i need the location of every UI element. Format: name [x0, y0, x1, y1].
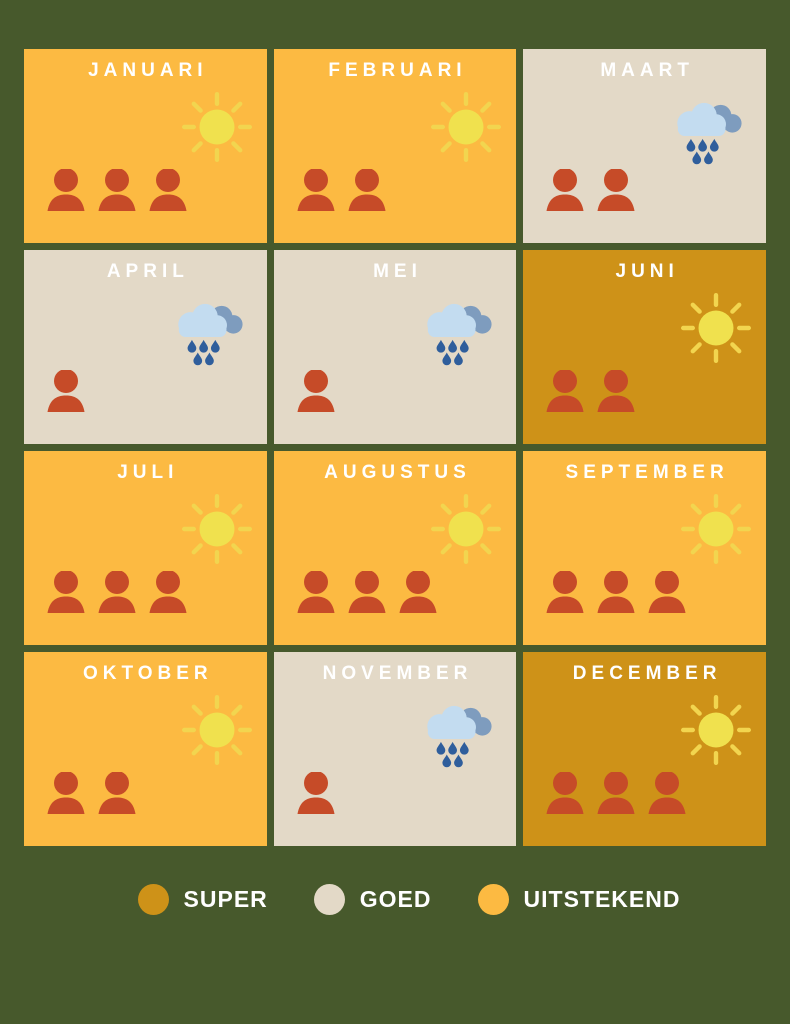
sun-icon [175, 688, 259, 772]
person-icon [95, 772, 139, 814]
people-count-group [44, 169, 190, 211]
people-count-group [543, 571, 689, 613]
person-icon [44, 571, 88, 613]
month-title: FEBRUARI [328, 60, 467, 81]
people-count-group [543, 772, 689, 814]
legend-item-goed: GOED [313, 884, 432, 915]
person-icon [594, 169, 638, 211]
legend-dot-goed [313, 884, 345, 915]
month-cell-april: APRIL [24, 250, 267, 444]
person-icon [44, 169, 88, 211]
legend-dot-uitstekend [477, 884, 509, 915]
month-cell-november: NOVEMBER [273, 652, 517, 846]
month-cell-december: DECEMBER [523, 652, 766, 846]
month-title: AUGUSTUS [324, 462, 471, 483]
person-icon [146, 169, 190, 211]
person-icon [294, 169, 338, 211]
sun-icon [674, 286, 758, 370]
person-icon [345, 169, 389, 211]
month-cell-juli: JULI [24, 451, 267, 645]
legend: SUPER GOED UITSTEKEND [14, 884, 790, 915]
rain-cloud-icon [420, 300, 494, 372]
sun-icon [175, 85, 259, 169]
person-icon [294, 370, 338, 412]
person-icon [95, 571, 139, 613]
month-cell-februari: FEBRUARI [273, 49, 517, 243]
person-icon [543, 169, 587, 211]
month-title: JANUARI [88, 60, 208, 81]
person-icon [44, 772, 88, 814]
person-icon [645, 571, 689, 613]
sun-icon [674, 688, 758, 772]
person-icon [645, 772, 689, 814]
person-icon [146, 571, 190, 613]
month-cell-januari: JANUARI [24, 49, 267, 243]
people-count-group [543, 169, 638, 211]
person-icon [594, 370, 638, 412]
month-cell-september: SEPTEMBER [523, 451, 766, 645]
month-title: NOVEMBER [322, 663, 473, 684]
person-icon [95, 169, 139, 211]
legend-dot-super [137, 884, 169, 915]
legend-item-super: SUPER [137, 884, 268, 915]
people-count-group [44, 370, 88, 412]
person-icon [594, 571, 638, 613]
month-cell-maart: MAART [523, 49, 766, 243]
people-count-group [294, 571, 440, 613]
sun-icon [424, 487, 508, 571]
people-count-group [294, 169, 389, 211]
month-title: APRIL [106, 261, 189, 282]
people-count-group [294, 370, 338, 412]
month-cell-mei: MEI [273, 250, 517, 444]
month-title: JULI [117, 462, 179, 483]
month-title: SEPTEMBER [565, 462, 729, 483]
legend-label-goed: GOED [359, 886, 432, 912]
people-count-group [44, 571, 190, 613]
month-title: MEI [373, 261, 422, 282]
people-count-group [44, 772, 139, 814]
month-title: DECEMBER [572, 663, 722, 684]
rain-cloud-icon [670, 99, 744, 171]
month-cell-juni: JUNI [523, 250, 766, 444]
month-title: OKTOBER [82, 663, 213, 684]
sun-icon [424, 85, 508, 169]
people-count-group [543, 370, 638, 412]
month-title: JUNI [615, 261, 679, 282]
person-icon [345, 571, 389, 613]
legend-label-uitstekend: UITSTEKEND [523, 886, 681, 912]
person-icon [44, 370, 88, 412]
month-title: MAART [600, 60, 694, 81]
sun-icon [674, 487, 758, 571]
person-icon [594, 772, 638, 814]
person-icon [543, 370, 587, 412]
sun-icon [175, 487, 259, 571]
people-count-group [294, 772, 338, 814]
person-icon [294, 571, 338, 613]
month-cell-augustus: AUGUSTUS [273, 451, 517, 645]
legend-item-uitstekend: UITSTEKEND [477, 884, 681, 915]
person-icon [294, 772, 338, 814]
person-icon [543, 571, 587, 613]
months-grid: JANUARI FEBRUARI MAART APRIL MEI JUNI JULI AUGU… [24, 49, 766, 846]
legend-label-super: SUPER [183, 886, 268, 912]
person-icon [543, 772, 587, 814]
person-icon [396, 571, 440, 613]
rain-cloud-icon [171, 300, 245, 372]
month-cell-oktober: OKTOBER [24, 652, 267, 846]
rain-cloud-icon [420, 702, 494, 774]
